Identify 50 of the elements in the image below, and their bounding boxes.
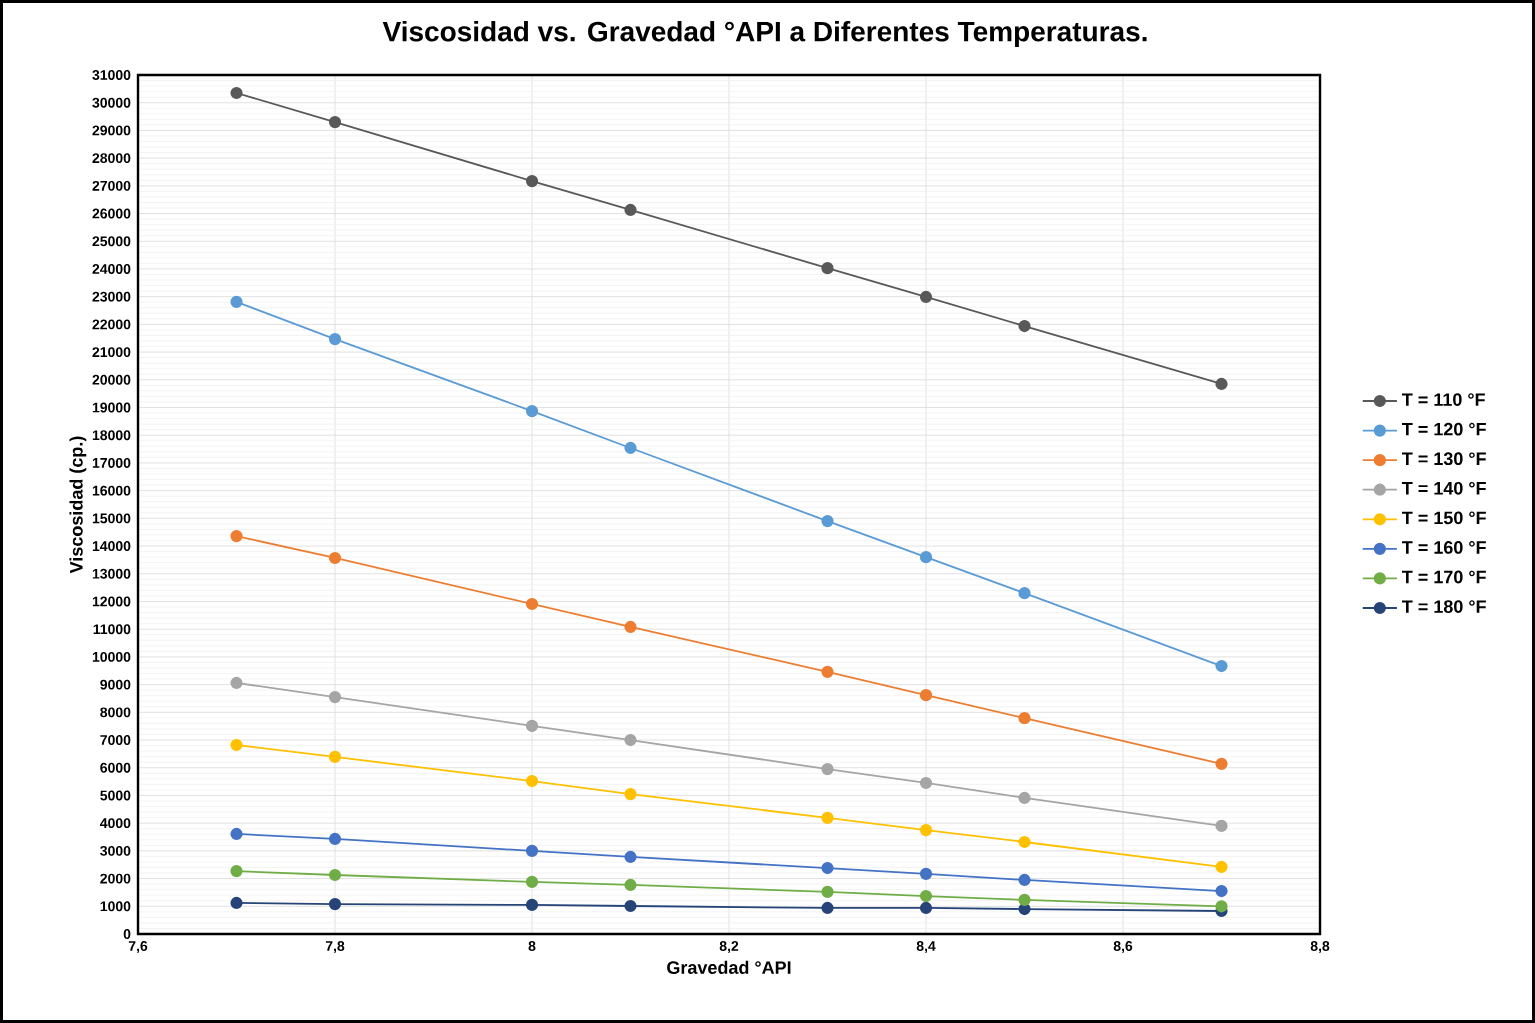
y-tick-label: 11000 [93, 624, 131, 635]
y-tick-label: 23000 [92, 291, 131, 302]
y-tick-label: 28000 [92, 153, 131, 164]
y-tick-label: 31000 [92, 70, 131, 80]
legend-label: T = 120 °F [1402, 422, 1486, 436]
y-tick-label: 5000 [100, 790, 131, 801]
y-tick-label: 7000 [100, 735, 131, 745]
y-tick-label: 17000 [92, 458, 131, 468]
y-tick-label: 12000 [92, 596, 131, 607]
y-tick-label: 14000 [92, 541, 131, 551]
y-tick-label: 8000 [100, 707, 131, 718]
y-tick-label: 10000 [92, 651, 131, 662]
y-tick-label: 22000 [92, 319, 131, 330]
y-tick-label: 20000 [92, 374, 131, 385]
x-axis-title: Gravedad °API [667, 960, 791, 974]
y-tick-label: 27000 [92, 180, 131, 191]
x-tick-label: 8,2 [719, 941, 739, 953]
y-tick-label: 2000 [100, 873, 131, 884]
y-tick-label: 9000 [100, 679, 131, 690]
y-tick-label: 29000 [92, 125, 131, 136]
x-tick-label: 7,6 [128, 941, 148, 953]
legend-label: T = 180 °F [1402, 600, 1486, 613]
legend-label: T = 150 °F [1402, 511, 1486, 525]
y-tick-label: 21000 [92, 347, 131, 358]
y-tick-label: 24000 [92, 264, 131, 274]
legend-label: T = 170 °F [1402, 570, 1486, 584]
legend-label: T = 130 °F [1402, 452, 1486, 466]
legend-label: T = 110 °F [1402, 393, 1485, 406]
y-tick-label: 26000 [92, 208, 131, 219]
y-tick-label: 13000 [92, 568, 131, 579]
y-tick-label: 25000 [92, 236, 131, 247]
y-tick-label: 15000 [92, 513, 131, 524]
y-tick-label: 4000 [100, 818, 131, 829]
y-tick-label: 30000 [92, 97, 131, 108]
x-tick-label: 8 [528, 941, 536, 951]
y-tick-label: 3000 [100, 845, 131, 856]
legend-label: T = 160 °F [1402, 541, 1486, 554]
x-tick-label: 8,4 [916, 941, 936, 953]
y-tick-label: 1000 [100, 901, 131, 912]
chart-title: Viscosidad vs. Gravedad °API a Diferentes Temperaturas. [382, 20, 1147, 48]
x-tick-label: 8,8 [1310, 941, 1330, 953]
y-tick-label: 18000 [92, 430, 131, 441]
y-tick-label: 6000 [100, 762, 131, 773]
y-axis-title: Viscosidad (cp.) [69, 436, 87, 574]
x-tick-label: 8,6 [1113, 941, 1133, 953]
y-tick-label: 0 [123, 929, 131, 939]
y-tick-label: 16000 [92, 485, 131, 496]
x-tick-label: 7,8 [325, 941, 345, 953]
legend-label: T = 140 °F [1402, 481, 1486, 495]
y-tick-label: 19000 [92, 402, 131, 413]
